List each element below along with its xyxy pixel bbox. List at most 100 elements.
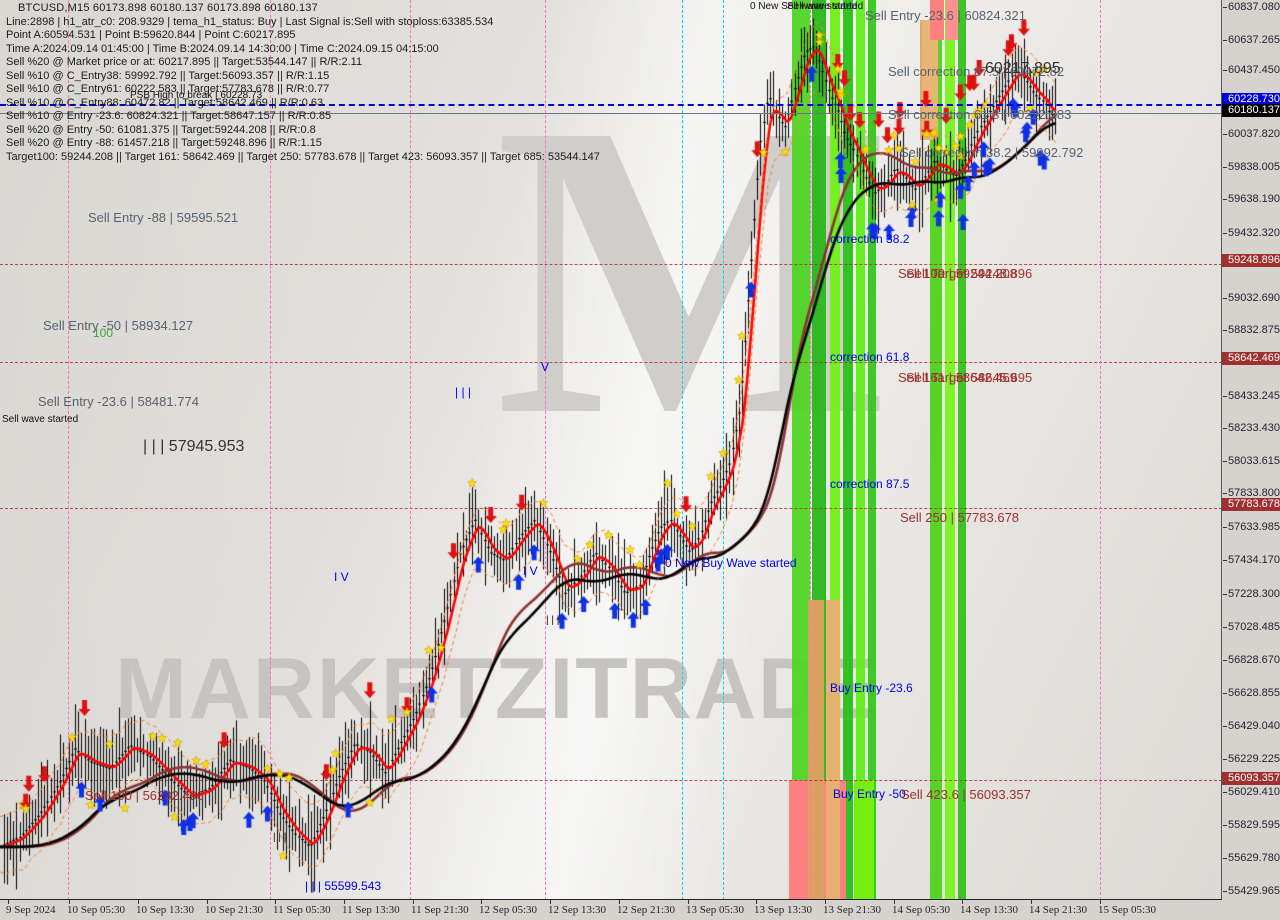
time-tick: 12 Sep 05:30 bbox=[479, 904, 538, 916]
time-tick: 11 Sep 21:30 bbox=[411, 904, 469, 916]
annotation-sell-250-57783: Sell 250 | 57783.678 bbox=[900, 510, 1020, 525]
time-tick-mark bbox=[275, 900, 276, 904]
price-tick: 60037.820 bbox=[1223, 128, 1280, 140]
price-level-badge[interactable]: 56093.357 bbox=[1222, 772, 1280, 785]
time-tick-mark bbox=[207, 900, 208, 904]
annotation-sell-corr-875: Sell correction 87.5 | 60472.82 bbox=[888, 64, 1065, 79]
time-tick-mark bbox=[1031, 900, 1032, 904]
annotation-sell-target-58645: Sell Target 58645.695 bbox=[906, 370, 1033, 385]
time-tick: 10 Sep 21:30 bbox=[205, 904, 264, 916]
time-tick: 14 Sep 21:30 bbox=[1029, 904, 1088, 916]
close-price-line bbox=[0, 113, 1221, 114]
price-axis[interactable]: 60837.080 60637.265 60437.450 60037.820 5983… bbox=[1222, 0, 1280, 900]
price-tick: 57833.800 bbox=[1223, 487, 1280, 499]
annotation-bar-count-57945: | | | 57945.953 bbox=[143, 438, 245, 455]
annotation-sell-wave-started-left: Sell wave started bbox=[2, 414, 79, 425]
time-tick-mark bbox=[894, 900, 895, 904]
time-tick: 10 Sep 05:30 bbox=[67, 904, 126, 916]
price-tick: 59638.190 bbox=[1223, 193, 1280, 205]
annotation-sell-100-marker: 100 bbox=[93, 326, 114, 340]
time-tick-mark bbox=[138, 900, 139, 904]
time-tick: 13 Sep 13:30 bbox=[754, 904, 813, 916]
price-series-canvas[interactable] bbox=[0, 0, 1221, 899]
price-tick: 59032.690 bbox=[1223, 292, 1280, 304]
annotation-correction-875: correction 87.5 bbox=[830, 477, 910, 491]
annotation-correction-382: correction 38.2 bbox=[830, 232, 910, 246]
price-tick: 56029.410 bbox=[1223, 786, 1280, 798]
price-tick: 56229.225 bbox=[1223, 753, 1280, 765]
annotation-bars-iii-461: | | | bbox=[455, 385, 472, 399]
chart-plot-area[interactable]: M MARKETZITRADE Sell Entry -88 | 59595.5… bbox=[0, 0, 1222, 900]
price-level-badge[interactable]: 57783.678 bbox=[1222, 498, 1280, 511]
price-tick: 56828.670 bbox=[1223, 654, 1280, 666]
psb-high-label: PSB High to break | 60228.73 bbox=[130, 90, 263, 101]
time-tick-mark bbox=[688, 900, 689, 904]
time-tick: 14 Sep 05:30 bbox=[892, 904, 951, 916]
annotation-point-c-60217: 60217.895 bbox=[985, 60, 1061, 77]
price-tick: 58033.615 bbox=[1223, 455, 1280, 467]
time-tick: 15 Sep 05:30 bbox=[1098, 904, 1157, 916]
price-tick: 57028.485 bbox=[1223, 621, 1280, 633]
time-axis[interactable]: 9 Sep 2024 10 Sep 05:30 10 Sep 13:30 10 Sep… bbox=[0, 900, 1222, 920]
price-tick: 60637.265 bbox=[1223, 34, 1280, 46]
time-tick: 11 Sep 05:30 bbox=[273, 904, 331, 916]
price-level-badge[interactable]: 59248.896 bbox=[1222, 254, 1280, 267]
annotation-bars-v-543: V bbox=[541, 360, 550, 374]
annotation-sell-corr-618: Sell correction 61.8 | 60222.583 bbox=[888, 107, 1072, 122]
annotation-correction-618: correction 61.8 bbox=[830, 350, 910, 364]
price-tick: 57633.985 bbox=[1223, 521, 1280, 533]
price-tick: 57228.300 bbox=[1223, 588, 1280, 600]
price-tick: 58433.245 bbox=[1223, 390, 1280, 402]
price-tick: 57434.170 bbox=[1223, 554, 1280, 566]
time-tick: 14 Sep 13:30 bbox=[960, 904, 1019, 916]
annotation-new-buy-wave: 0 New Buy Wave started bbox=[665, 556, 797, 570]
annotation-sell-100-56232: Sell 100 | 56232.496 bbox=[85, 788, 205, 803]
annotation-bars-iii-273: | | | bbox=[273, 832, 287, 843]
time-tick-mark bbox=[69, 900, 70, 904]
annotation-bars-iv-523: I V bbox=[523, 564, 538, 578]
price-tick: 59432.320 bbox=[1223, 227, 1280, 239]
annotation-bars-iii-546: | | | bbox=[546, 615, 560, 626]
price-tick: 60437.450 bbox=[1223, 64, 1280, 76]
price-level-badge[interactable]: 60180.137 bbox=[1222, 104, 1280, 117]
price-tick: 55829.595 bbox=[1223, 819, 1280, 831]
time-tick: 13 Sep 05:30 bbox=[686, 904, 745, 916]
price-tick: 55429.965 bbox=[1223, 885, 1280, 897]
time-tick-mark bbox=[413, 900, 414, 904]
price-level-badge[interactable]: 58642.469 bbox=[1222, 352, 1280, 365]
price-tick: 56628.855 bbox=[1223, 687, 1280, 699]
annotation-sell-entry-236-top: Sell Entry -23.6 | 60824.321 bbox=[865, 8, 1026, 23]
time-tick-mark bbox=[481, 900, 482, 904]
time-tick-mark bbox=[344, 900, 345, 904]
annotation-sell-wave-started-2: Sell wave started bbox=[787, 1, 864, 12]
time-tick: 12 Sep 21:30 bbox=[617, 904, 676, 916]
price-tick: 56429.040 bbox=[1223, 720, 1280, 732]
annotation-sell-entry-50: Sell Entry -50 | 58934.127 bbox=[43, 318, 194, 333]
annotation-buy-entry-50: Buy Entry -50 bbox=[833, 787, 906, 801]
annotation-sell-entry-88: Sell Entry -88 | 59595.521 bbox=[88, 210, 239, 225]
annotation-sell-corr-382: Sell correction 38.2 | 59992.792 bbox=[900, 145, 1084, 160]
bid-price-line bbox=[0, 104, 1221, 106]
price-tick: 58233.430 bbox=[1223, 422, 1280, 434]
annotation-bar-count-55599: | | | 55599.543 bbox=[305, 879, 382, 893]
annotation-sell-161-58642: Sell 161 | 58642.469 bbox=[898, 370, 1018, 385]
annotation-sell-target-59248: Sell Target 59248.896 bbox=[906, 266, 1033, 281]
time-tick: 10 Sep 13:30 bbox=[136, 904, 195, 916]
price-tick: 60837.080 bbox=[1223, 1, 1280, 13]
price-level-badge[interactable]: 60228.730 bbox=[1222, 93, 1280, 106]
annotation-buy-entry-236: Buy Entry -23.6 bbox=[830, 681, 913, 695]
time-tick: 12 Sep 13:30 bbox=[548, 904, 607, 916]
time-tick-mark bbox=[756, 900, 757, 904]
price-tick: 59838.005 bbox=[1223, 161, 1280, 173]
price-tick: 58832.875 bbox=[1223, 324, 1280, 336]
annotation-sell-4236-56093: Sell 423.6 | 56093.357 bbox=[901, 787, 1031, 802]
time-tick-mark bbox=[825, 900, 826, 904]
annotation-sell-entry-236: Sell Entry -23.6 | 58481.774 bbox=[38, 394, 199, 409]
annotation-bars-iv-335: I V bbox=[334, 570, 349, 584]
time-tick-mark bbox=[619, 900, 620, 904]
time-tick-mark bbox=[962, 900, 963, 904]
annotation-sell-100-59244: Sell 100 | 59244.208 bbox=[898, 266, 1018, 281]
time-tick-mark bbox=[1100, 900, 1101, 904]
time-tick-mark bbox=[550, 900, 551, 904]
